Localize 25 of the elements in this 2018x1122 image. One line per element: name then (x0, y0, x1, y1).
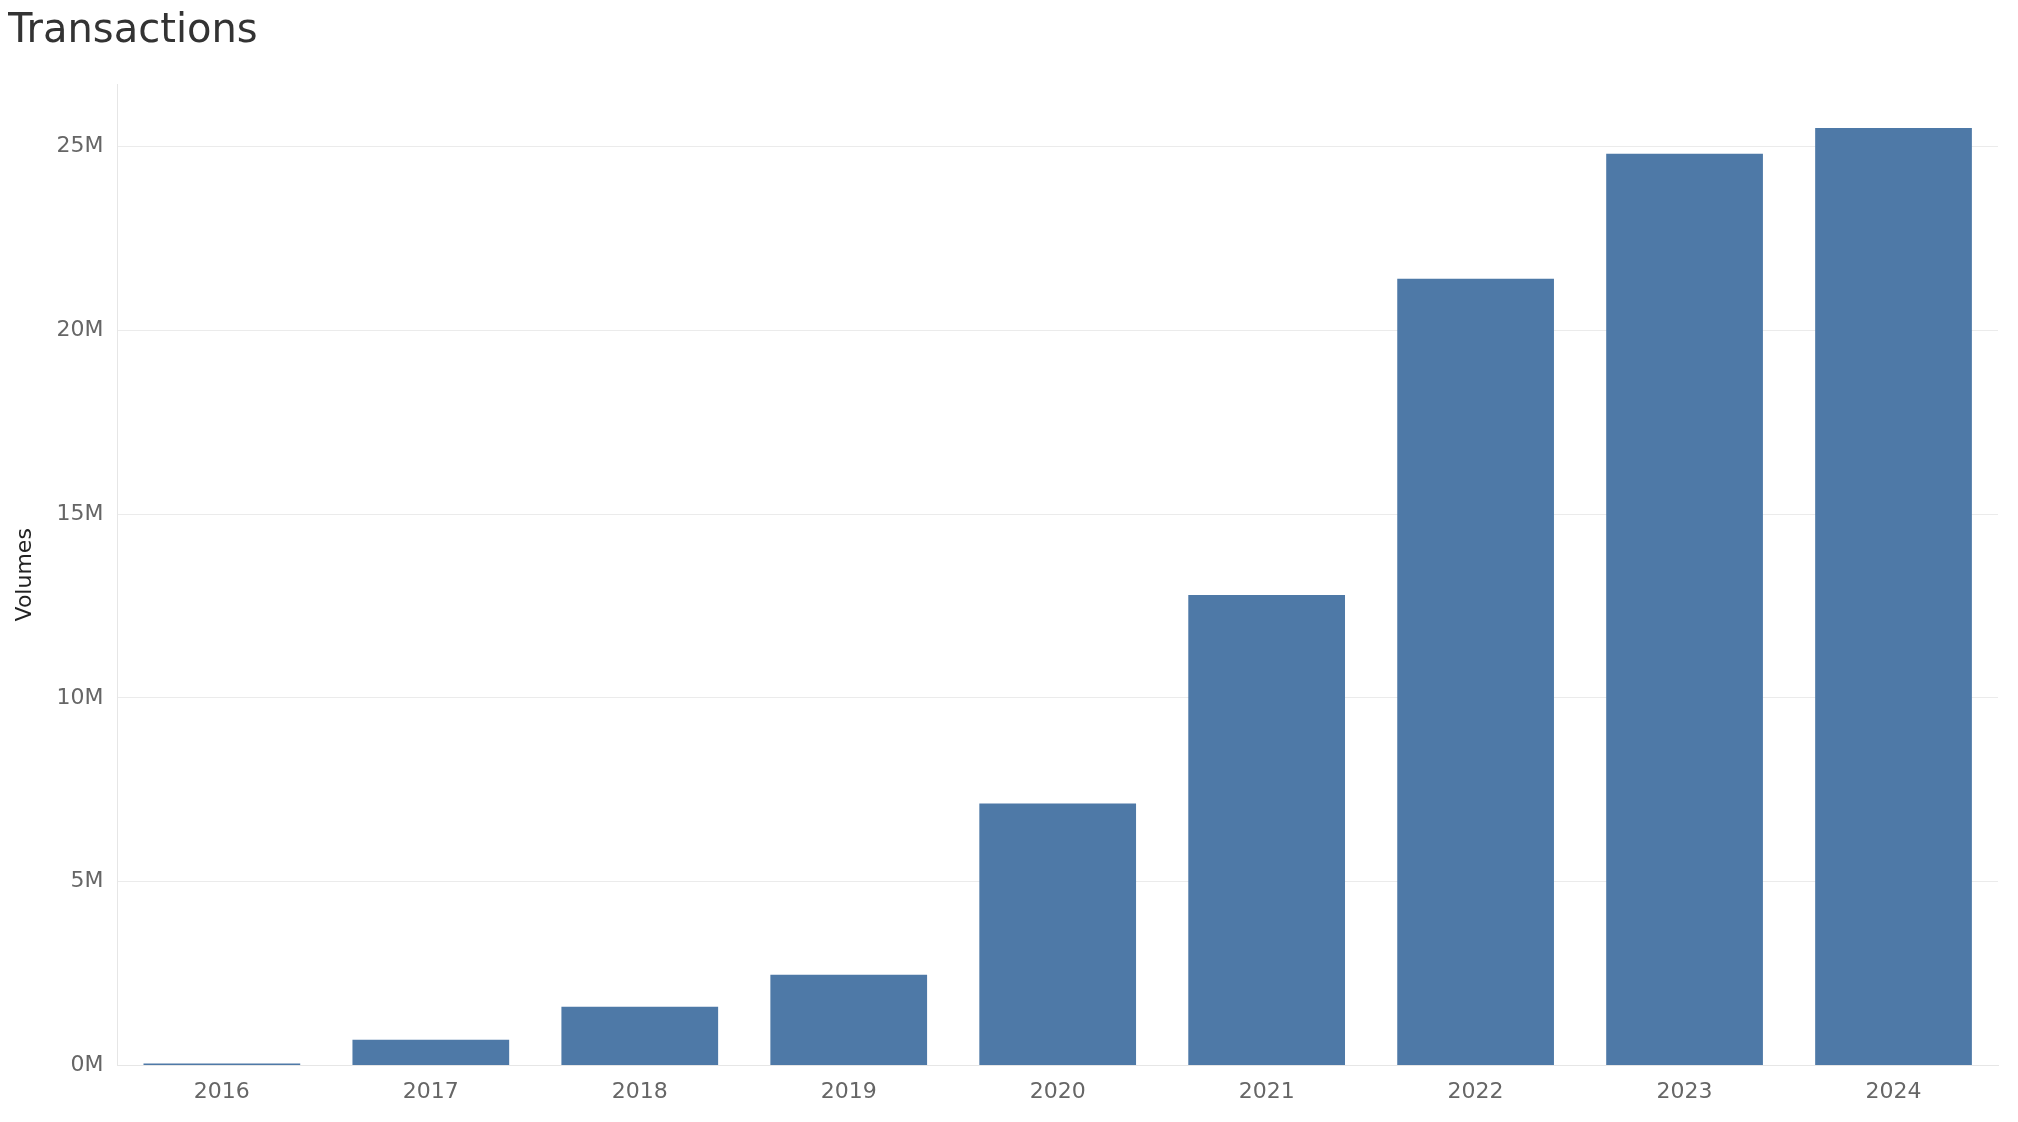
y-tick-label: 10M (56, 683, 104, 709)
y-tick-label: 20M (56, 316, 104, 342)
bar (1606, 153, 1763, 1066)
y-tick-label: 0M (70, 1051, 104, 1077)
bar (1397, 278, 1554, 1066)
y-tick-label: 15M (56, 499, 104, 525)
x-tick-label: 2017 (402, 1077, 459, 1103)
y-tick-label: 5M (70, 867, 104, 893)
y-axis-title: Volumes (10, 528, 36, 622)
chart-title: Transactions (7, 5, 258, 52)
bar (561, 1006, 719, 1066)
bar (979, 803, 1137, 1066)
bar (770, 974, 928, 1066)
x-tick-label: 2024 (1865, 1077, 1922, 1103)
x-tick-label: 2016 (193, 1077, 250, 1103)
x-tick-label: 2018 (611, 1077, 668, 1103)
x-tick-label: 2020 (1029, 1077, 1086, 1103)
x-tick-label: 2021 (1238, 1077, 1295, 1103)
x-tick-label: 2019 (820, 1077, 877, 1103)
bar (1188, 595, 1346, 1066)
x-tick-label: 2023 (1656, 1077, 1713, 1103)
y-tick-label: 25M (56, 132, 104, 158)
bar (352, 1039, 510, 1066)
bar (1815, 128, 1972, 1066)
x-tick-label: 2022 (1447, 1077, 1504, 1103)
